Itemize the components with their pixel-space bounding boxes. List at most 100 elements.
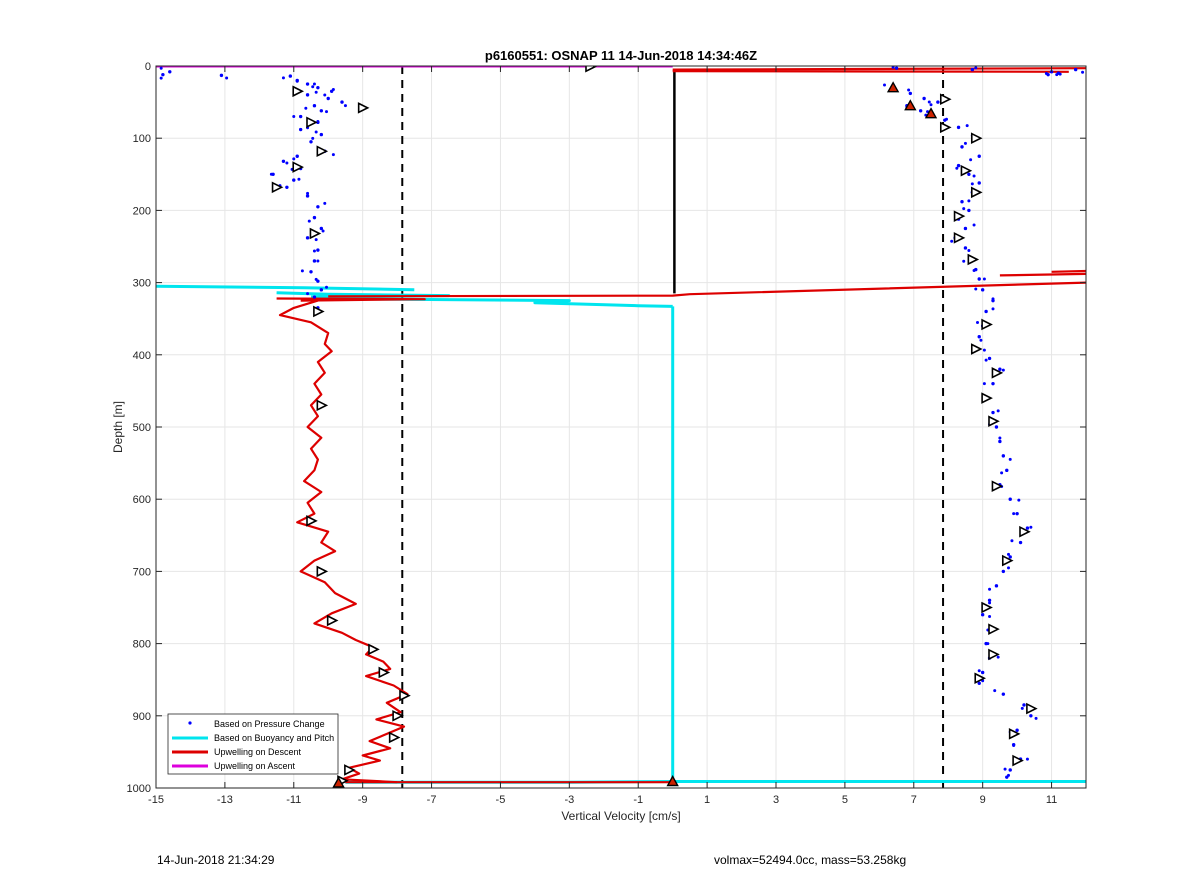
pressure-change-point bbox=[312, 295, 317, 299]
heading-marker bbox=[1019, 525, 1031, 538]
pressure-change-point bbox=[298, 114, 303, 119]
pressure-change-point bbox=[323, 93, 327, 97]
pressure-change-point bbox=[1008, 497, 1012, 501]
heading-marker bbox=[953, 232, 966, 244]
pressure-change-point bbox=[988, 601, 992, 605]
heading-marker bbox=[991, 367, 1004, 379]
pressure-change-point bbox=[962, 259, 966, 263]
pressure-change-point bbox=[219, 73, 224, 78]
chart-title: p6160551: OSNAP 11 14-Jun-2018 14:34:46Z bbox=[485, 48, 757, 63]
pressure-change-point bbox=[292, 157, 296, 161]
pressure-change-point bbox=[972, 223, 976, 227]
pressure-change-point bbox=[984, 358, 988, 362]
heading-marker bbox=[970, 186, 983, 199]
pressure-change-point bbox=[945, 117, 948, 121]
y-tick-label: 200 bbox=[133, 205, 151, 217]
pressure-change-point bbox=[281, 76, 285, 80]
pressure-change-point bbox=[918, 109, 923, 113]
x-tick-label: 1 bbox=[704, 794, 710, 806]
pressure-change-point bbox=[980, 288, 985, 292]
pressure-change-point bbox=[977, 181, 981, 185]
pressure-change-point bbox=[281, 159, 286, 164]
pressure-change-point bbox=[295, 154, 299, 158]
pressure-change-point bbox=[988, 614, 992, 618]
pressure-change-point bbox=[965, 124, 969, 128]
pressure-change-point bbox=[974, 287, 978, 291]
pressure-change-point bbox=[991, 381, 995, 386]
heading-marker bbox=[306, 515, 318, 527]
heading-marker bbox=[309, 227, 322, 240]
pressure-change-point bbox=[1034, 716, 1038, 720]
filled-marker bbox=[332, 776, 345, 788]
upwelling-descent-line bbox=[278, 299, 409, 784]
pressure-change-point bbox=[1025, 526, 1030, 530]
pressure-change-point bbox=[1020, 706, 1024, 710]
pressure-change-point bbox=[298, 127, 303, 132]
pressure-change-point bbox=[1025, 757, 1029, 761]
pressure-change-point bbox=[984, 309, 988, 314]
footer-vehicle-info: volmax=52494.0cc, mass=53.258kg bbox=[714, 853, 907, 867]
pressure-change-point bbox=[314, 130, 318, 134]
legend-label-pressure: Based on Pressure Change bbox=[214, 719, 325, 729]
pressure-change-point bbox=[974, 66, 978, 70]
pressure-change-point bbox=[311, 85, 315, 89]
pressure-change-point bbox=[285, 161, 289, 165]
x-tick-label: 5 bbox=[842, 794, 848, 806]
pressure-change-point bbox=[977, 277, 981, 281]
pressure-change-point bbox=[1005, 468, 1009, 473]
pressure-change-point bbox=[1015, 511, 1019, 516]
pressure-change-point bbox=[891, 66, 895, 69]
pressure-change-point bbox=[991, 297, 995, 301]
pressure-change-point bbox=[295, 79, 299, 83]
heading-marker bbox=[388, 731, 401, 744]
pressure-change-point bbox=[1029, 714, 1033, 718]
heading-marker bbox=[585, 66, 597, 73]
pressure-change-point bbox=[936, 100, 940, 104]
heading-marker bbox=[313, 305, 325, 318]
heading-marker bbox=[316, 145, 329, 157]
x-tick-label: -7 bbox=[427, 794, 437, 806]
upwelling-descent-spike bbox=[276, 297, 426, 302]
pressure-change-point bbox=[305, 93, 310, 97]
pressure-change-point bbox=[309, 270, 313, 274]
heading-marker bbox=[1026, 702, 1038, 715]
pressure-change-point bbox=[980, 670, 985, 675]
pressure-change-point bbox=[993, 689, 997, 693]
pressure-change-point bbox=[161, 72, 165, 77]
pressure-change-point bbox=[998, 367, 1002, 371]
heading-marker bbox=[988, 415, 1000, 428]
pressure-change-point bbox=[982, 348, 986, 352]
legend-box bbox=[167, 713, 339, 775]
pressure-change-point bbox=[963, 141, 967, 145]
pressure-change-point bbox=[1018, 540, 1023, 545]
legend-label-ascent: Upwelling on Ascent bbox=[214, 761, 296, 771]
pressure-change-point bbox=[967, 172, 971, 176]
pressure-change-point bbox=[305, 236, 310, 240]
pressure-change-point bbox=[319, 288, 324, 292]
legend: Based on Pressure Change Based on Buoyan… bbox=[167, 713, 339, 775]
pressure-change-point bbox=[967, 208, 971, 213]
pressure-change-point bbox=[269, 172, 273, 176]
pressure-change-point bbox=[1029, 525, 1033, 529]
y-tick-label: 300 bbox=[133, 278, 151, 290]
pressure-change-point bbox=[1007, 773, 1010, 777]
pressure-change-point bbox=[956, 163, 961, 168]
x-axis-label: Vertical Velocity [cm/s] bbox=[561, 809, 680, 823]
pressure-change-point bbox=[314, 277, 318, 281]
pressure-change-point bbox=[316, 205, 320, 209]
data-layer bbox=[156, 66, 1086, 788]
legend-label-buoyancy: Based on Buoyancy and Pitch bbox=[214, 733, 334, 743]
filled-marker bbox=[886, 81, 900, 93]
pressure-change-point bbox=[980, 613, 985, 617]
pressure-change-point bbox=[159, 76, 163, 80]
filled-marker bbox=[904, 99, 917, 111]
heading-marker bbox=[1012, 754, 1024, 767]
pressure-change-point bbox=[970, 182, 974, 186]
pressure-change-point bbox=[991, 410, 995, 415]
pressure-change-point bbox=[991, 307, 995, 311]
pressure-change-point bbox=[976, 320, 979, 324]
y-axis-label: Depth [m] bbox=[111, 401, 125, 453]
pressure-change-point bbox=[972, 174, 976, 178]
heading-marker bbox=[306, 116, 318, 129]
